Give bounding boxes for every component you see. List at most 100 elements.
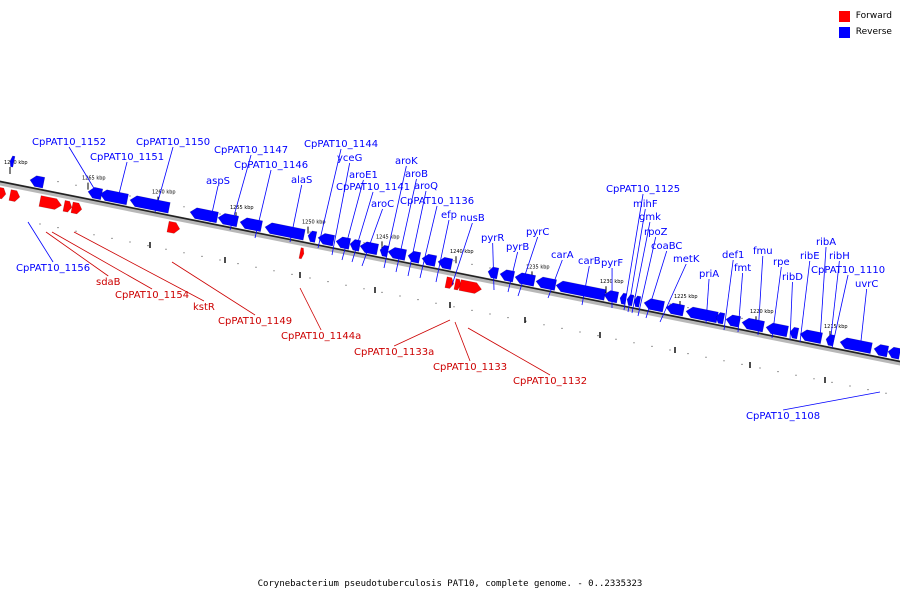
reverse-gene-arrow <box>799 329 824 345</box>
label-leader-line <box>289 184 303 243</box>
reverse-gene-arrow <box>29 175 46 189</box>
label-leader-line <box>51 231 153 290</box>
reverse-gene-arrow <box>9 155 16 168</box>
guide-dot <box>417 299 419 301</box>
label-leader-line <box>829 260 840 346</box>
forward-gene-arrow <box>298 247 305 260</box>
reverse-gene-label: CpPAT10_1108 <box>746 411 820 422</box>
guide-dot <box>669 303 671 305</box>
reverse-gene-arrow <box>317 233 336 247</box>
legend-reverse-label: Reverse <box>855 27 892 37</box>
scale-tick-label: 1260 kbp <box>152 190 176 196</box>
forward-gene-label: CpPAT10_1133 <box>433 362 507 373</box>
guide-dot <box>471 309 473 311</box>
guide-dot <box>867 389 869 391</box>
label-leader-line <box>623 193 644 311</box>
reverse-gene-label: alaS <box>291 175 312 186</box>
scale-tick-label: 1225 kbp <box>674 294 698 300</box>
guide-dot <box>831 381 833 383</box>
guide-dot <box>399 295 401 297</box>
guide-dot <box>183 206 185 208</box>
label-leader-line <box>254 169 272 239</box>
guide-dot <box>723 360 725 362</box>
guide-dot <box>633 296 635 298</box>
reverse-gene-label: ribD <box>782 272 803 283</box>
guide-dot <box>741 317 743 319</box>
label-leader-line <box>757 255 764 336</box>
label-leader-line <box>799 260 811 343</box>
scale-tick-label: 1250 kbp <box>302 220 326 226</box>
reverse-gene-arrow <box>87 186 104 201</box>
guide-dot <box>129 241 131 243</box>
reverse-gene-label: CpPAT10_1125 <box>606 184 680 195</box>
guide-dot <box>381 291 383 293</box>
legend: Forward Reverse <box>838 9 892 41</box>
reverse-gene-arrow <box>499 269 516 283</box>
reverse-gene-arrow <box>887 346 900 360</box>
guide-dot <box>363 242 365 244</box>
reverse-gene-label: aroQ <box>414 181 438 192</box>
guide-dot <box>849 385 851 387</box>
reverse-gene-label: carA <box>551 250 574 261</box>
reverse-gene-arrow <box>387 247 408 261</box>
label-leader-line <box>407 190 427 277</box>
guide-dot <box>183 252 185 254</box>
reverse-gene-arrow <box>99 189 129 206</box>
guide-dot <box>93 234 95 236</box>
reverse-gene-label: aspS <box>206 176 230 187</box>
reverse-gene-label: yceG <box>337 153 362 164</box>
label-leader-line <box>68 146 96 191</box>
guide-dot <box>687 353 689 355</box>
reverse-gene-arrow <box>725 314 742 328</box>
label-leader-line <box>154 146 174 213</box>
label-leader-line <box>737 272 743 333</box>
guide-dot <box>471 263 473 265</box>
forward-gene-label: CpPAT10_1144a <box>281 331 361 342</box>
reverse-gene-label: gmk <box>639 212 661 223</box>
guide-dot <box>597 335 599 337</box>
genome-backbone <box>0 180 900 363</box>
reverse-gene-label: CpPAT10_1156 <box>16 263 90 274</box>
guide-dot <box>489 313 491 315</box>
reverse-gene-label: aroE1 <box>349 170 378 181</box>
forward-gene-label: CpPAT10_1154 <box>115 290 189 301</box>
reverse-gene-arrow <box>603 290 620 304</box>
guide-dot <box>39 223 41 225</box>
reverse-gene-label: priA <box>699 269 719 280</box>
label-leader-line <box>299 287 322 331</box>
guide-dot <box>489 267 491 269</box>
guide-dot <box>759 367 761 369</box>
guide-dot <box>219 213 221 215</box>
guide-dot <box>57 181 59 183</box>
guide-dot <box>453 260 455 262</box>
scale-tick-label: 1245 kbp <box>376 234 400 240</box>
label-leader-line <box>637 236 657 317</box>
genome-caption: Corynebacterium pseudotuberculosis PAT10… <box>257 579 643 589</box>
reverse-gene-label: ribH <box>829 251 850 262</box>
forward-gene-arrow <box>62 200 73 213</box>
forward-gene-arrow <box>8 189 21 202</box>
label-leader-line <box>393 319 451 347</box>
label-leader-line <box>341 179 364 261</box>
guide-dot <box>453 306 455 308</box>
reverse-gene-arrow <box>264 222 306 241</box>
label-leader-line <box>451 222 473 286</box>
reverse-gene-label: rpoZ <box>644 227 668 238</box>
reverse-gene-arrow <box>189 207 219 224</box>
reverse-gene-label: metK <box>673 254 700 265</box>
scale-tick-label: 1270 kbp <box>4 160 28 166</box>
guide-dot <box>705 356 707 358</box>
label-leader-line <box>517 236 539 297</box>
guide-dot <box>219 259 221 261</box>
reverse-gene-label: CpPAT10_1110 <box>811 265 885 276</box>
label-leader-line <box>627 208 646 313</box>
guide-dot <box>345 284 347 286</box>
label-leader-line <box>317 148 342 249</box>
guide-dot <box>273 270 275 272</box>
reverse-gene-label: aroB <box>405 169 428 180</box>
reverse-gene-arrow <box>839 337 873 355</box>
reverse-gene-label: def1 <box>722 250 744 261</box>
forward-gene-arrow <box>458 279 483 294</box>
forward-gene-arrow <box>444 276 455 289</box>
scale-tick-label: 1265 kbp <box>82 176 106 182</box>
